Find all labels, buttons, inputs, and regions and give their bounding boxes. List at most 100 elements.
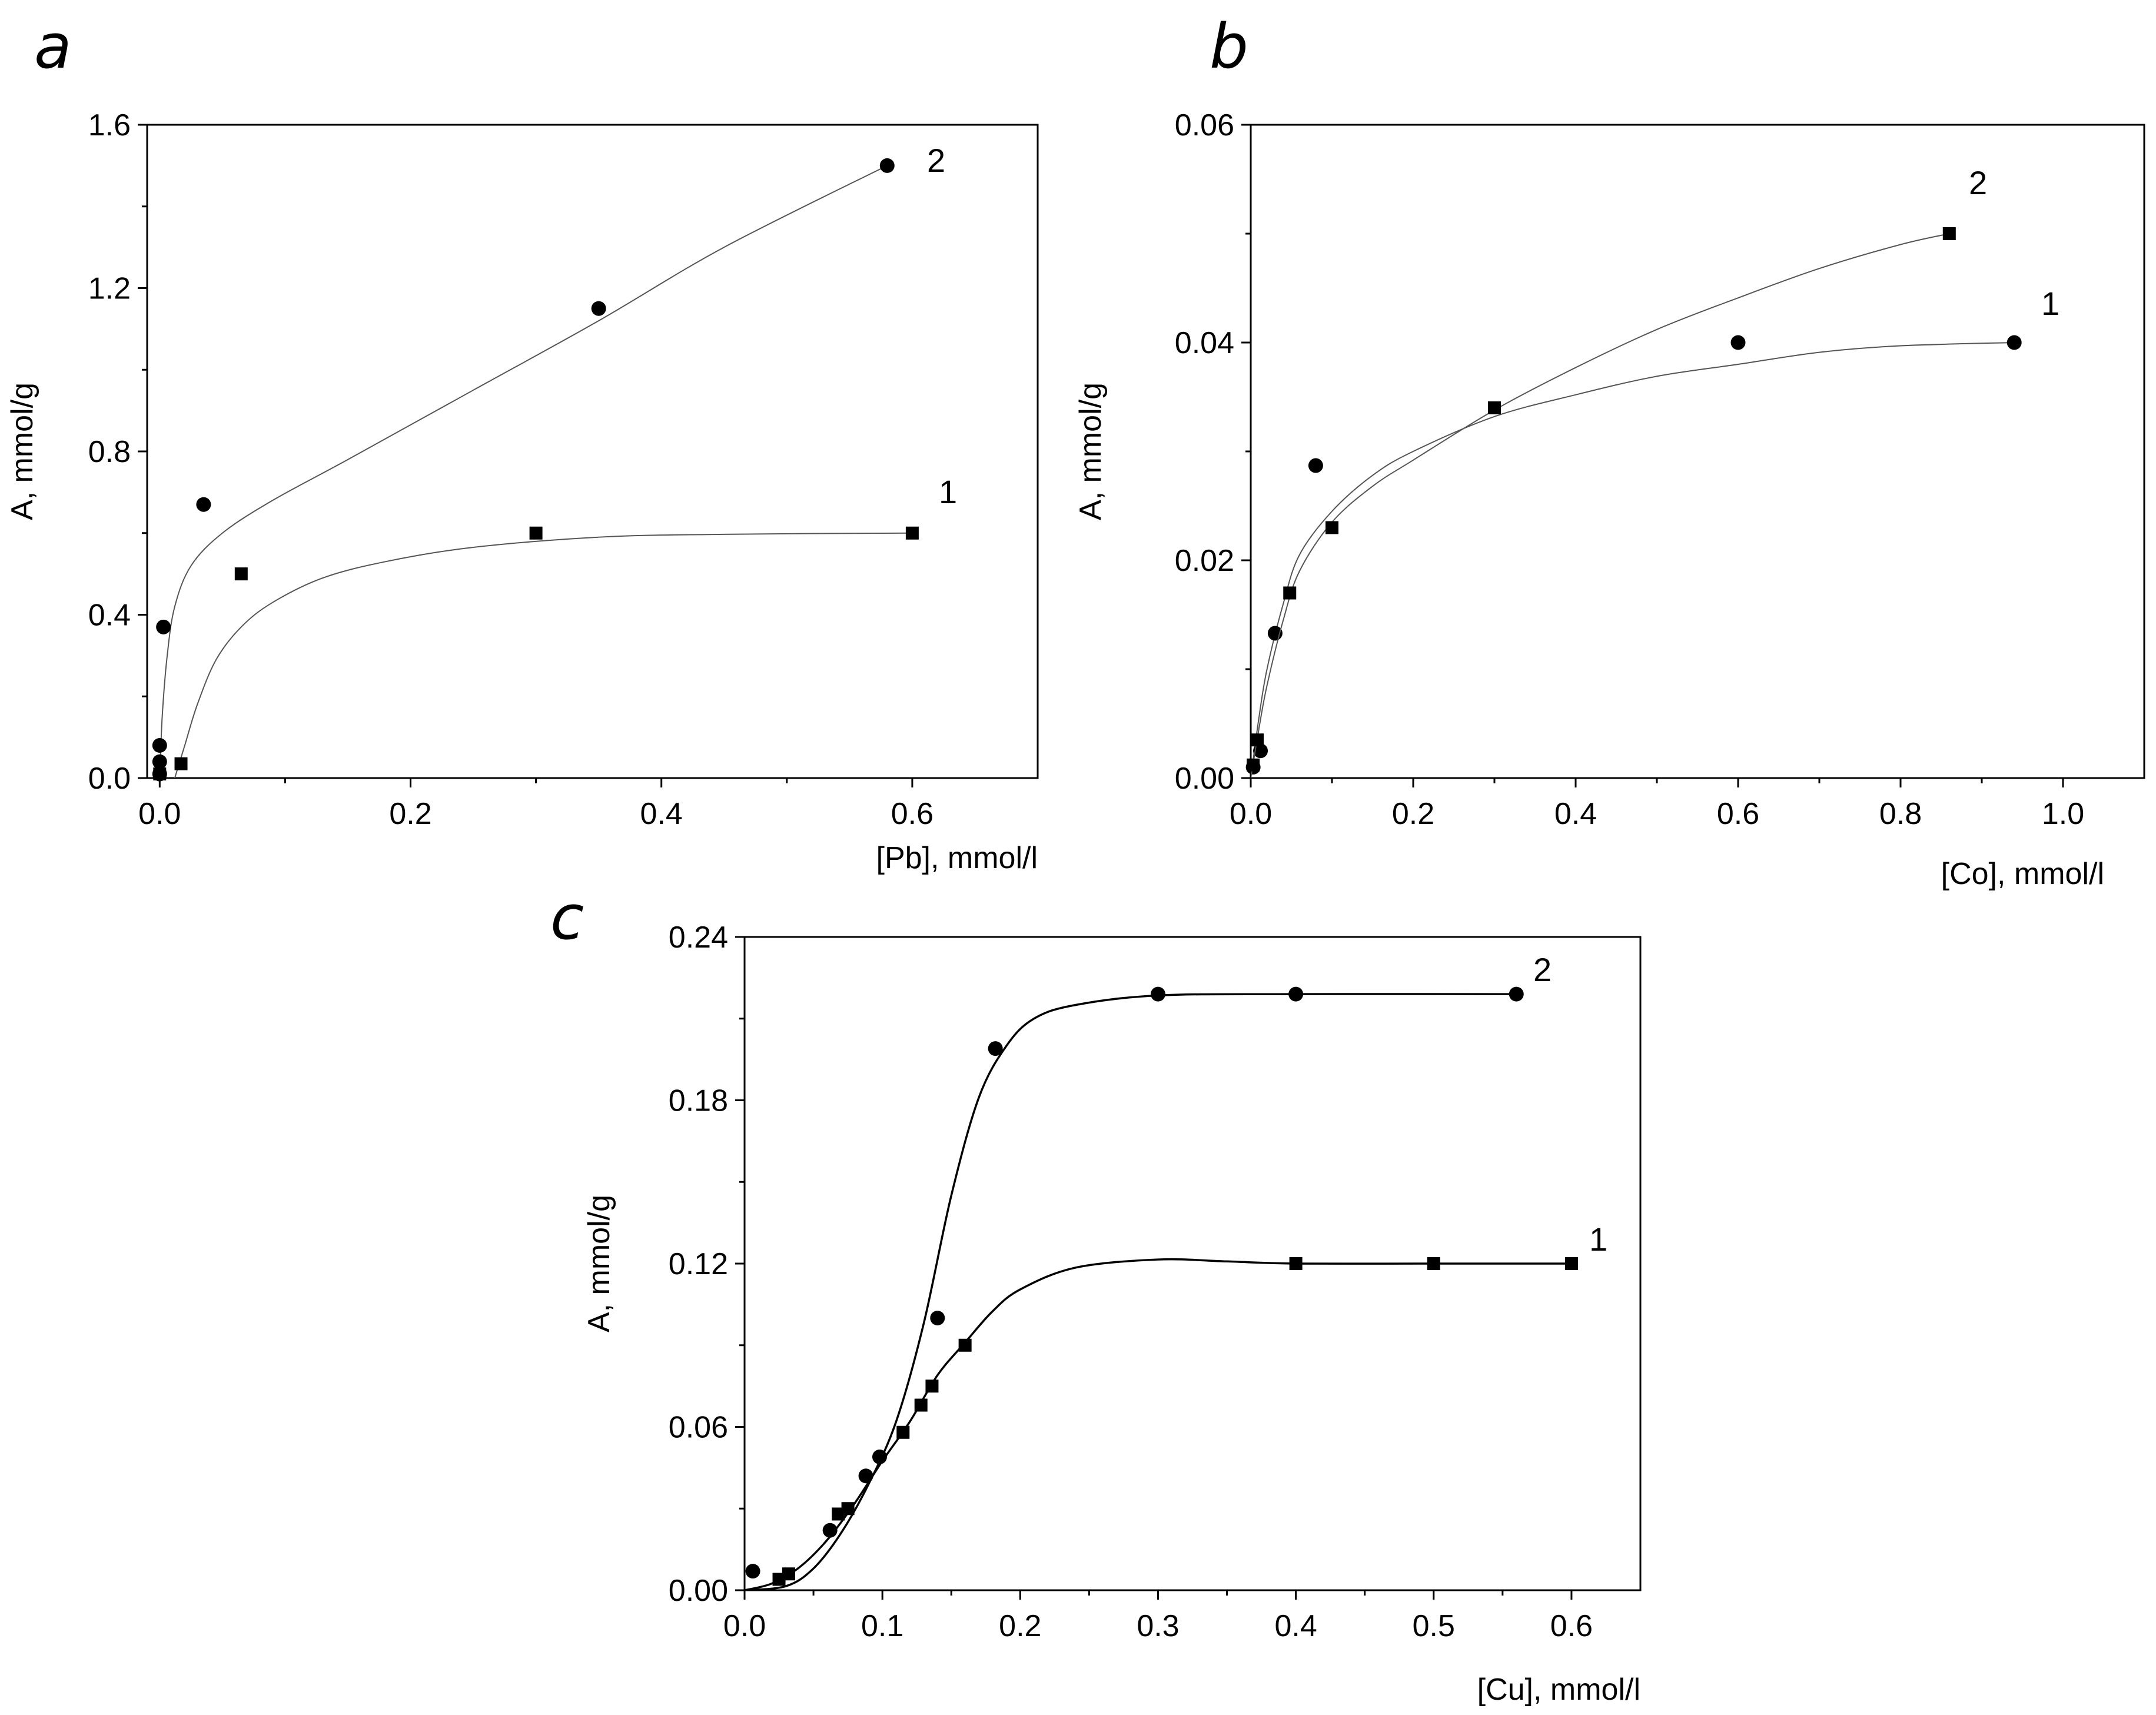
series-1: 1 (745, 1221, 1607, 1590)
panel-a: a 0.0 0.2 0.4 0.6 0.0 0.4 0.8 1.2 1.6 [Pb], mmol/l… (5, 11, 1039, 875)
series-label-1: 1 (2041, 285, 2059, 322)
x-tick-label: 0.8 (1879, 797, 1922, 831)
x-tick-label: 0.2 (1392, 797, 1434, 831)
data-point-series-2 (152, 738, 167, 753)
data-point-series-2 (858, 1468, 873, 1484)
panel-letter-a: a (34, 11, 72, 82)
y-tick-label: 0.02 (1175, 544, 1234, 578)
series-label-1: 1 (939, 473, 957, 510)
data-point-series-2 (1326, 521, 1338, 534)
data-point-series-2 (988, 1041, 1003, 1056)
data-point-series-2 (152, 754, 167, 769)
y-tick-label: 0.8 (88, 435, 131, 469)
data-point-series-2 (1247, 758, 1260, 772)
data-point-series-1 (1267, 626, 1283, 641)
data-point-series-1 (958, 1338, 972, 1352)
plot-frame (1250, 124, 2145, 779)
data-point-series-1 (896, 1425, 910, 1439)
data-point-series-2 (1488, 401, 1501, 414)
data-point-series-1 (925, 1380, 939, 1393)
plot-frame (146, 124, 1039, 779)
y-tick-label: 0.24 (669, 920, 728, 955)
series-2: 2 (152, 142, 945, 782)
fit-curve-series-1 (745, 1258, 1572, 1590)
panel-letter-b: b (1210, 11, 1248, 82)
fit-curve-series-2 (1251, 233, 1950, 778)
data-point-series-2 (1283, 586, 1297, 600)
y-axis-label: A, mmol/g (1074, 383, 1108, 520)
panel-b: b 0.0 0.2 0.4 0.6 0.8 1.0 0.00 0.02 0.04 0.06 [Co],… (1074, 11, 2145, 891)
data-point-series-2 (930, 1311, 945, 1325)
x-tick-label: 0.6 (1550, 1609, 1593, 1643)
fit-curve-series-1 (174, 532, 912, 778)
data-point-series-2 (1288, 986, 1304, 1002)
y-tick-label: 0.12 (669, 1247, 728, 1281)
y-tick-label: 1.2 (88, 272, 131, 306)
x-tick-label: 0.2 (389, 797, 431, 831)
x-tick-label: 0.3 (1137, 1609, 1179, 1643)
fit-curve-series-2 (159, 165, 888, 778)
data-point-series-1 (234, 567, 248, 581)
x-tick-label: 0.4 (1554, 797, 1597, 831)
data-point-series-1 (1308, 458, 1323, 473)
data-point-series-1 (1427, 1257, 1440, 1270)
data-point-series-1 (1253, 743, 1268, 759)
x-tick-label: 1.0 (2042, 797, 2084, 831)
x-axis-label: [Pb], mmol/l (876, 841, 1038, 875)
y-tick-label: 0.06 (669, 1411, 728, 1445)
series-label-1: 1 (1589, 1221, 1607, 1258)
data-point-series-1 (529, 526, 543, 540)
y-tick-label: 0.04 (1175, 326, 1234, 360)
data-point-series-1 (1289, 1257, 1303, 1270)
data-point-series-2 (745, 1564, 760, 1579)
y-axis-label: A, mmol/g (582, 1195, 616, 1332)
x-tick-label: 0.2 (999, 1609, 1041, 1643)
data-point-series-2 (1509, 986, 1524, 1002)
data-point-series-1 (174, 757, 188, 770)
y-tick-label: 0.18 (669, 1084, 728, 1118)
x-tick-label: 0.0 (138, 797, 181, 831)
data-point-series-1 (841, 1502, 855, 1515)
panel-c: c 0.0 0.1 0.2 0.3 0.4 0.5 0.6 0.00 0.06 0.12 0.18 0.… (550, 882, 1642, 1707)
data-point-series-2 (591, 301, 606, 316)
y-tick-label: 1.6 (88, 108, 131, 142)
x-tick-label: 0.4 (1274, 1609, 1317, 1643)
x-tick-label: 0.5 (1413, 1609, 1455, 1643)
x-tick-label: 0.4 (640, 797, 683, 831)
x-tick-label: 0.6 (891, 797, 934, 831)
x-axis-label: [Co], mmol/l (1941, 857, 2104, 891)
x-tick-label: 0.6 (1717, 797, 1759, 831)
data-point-series-1 (1730, 335, 1746, 350)
data-point-series-1 (914, 1398, 928, 1412)
data-point-series-2 (1251, 733, 1264, 747)
x-axis-label: [Cu], mmol/l (1477, 1673, 1640, 1707)
y-tick-label: 0.00 (1175, 762, 1234, 796)
series-2: 2 (745, 951, 1552, 1590)
y-axis-label: A, mmol/g (5, 383, 39, 520)
data-point-series-2 (872, 1449, 887, 1464)
series-label-2: 2 (1969, 164, 1987, 201)
y-tick-label: 0.00 (669, 1574, 728, 1608)
data-point-series-1 (782, 1567, 795, 1581)
data-point-series-2 (822, 1523, 838, 1538)
x-tick-label: 0.0 (1230, 797, 1272, 831)
x-tick-label: 0.1 (861, 1609, 903, 1643)
data-point-series-2 (152, 766, 167, 782)
x-tick-label: 0.0 (723, 1609, 766, 1643)
y-tick-label: 0.06 (1175, 108, 1234, 142)
data-point-series-2 (156, 619, 171, 634)
series-2: 2 (1247, 164, 1987, 778)
data-point-series-1 (905, 526, 919, 540)
y-tick-label: 0.0 (88, 762, 131, 796)
data-point-series-1 (1564, 1257, 1578, 1270)
series-1: 1 (1245, 285, 2059, 778)
data-point-series-2 (1150, 986, 1165, 1002)
series-1: 1 (153, 473, 957, 781)
fit-curve-series-2 (745, 993, 1517, 1590)
series-label-2: 2 (927, 142, 945, 179)
y-tick-label: 0.4 (88, 599, 131, 633)
data-point-series-1 (2006, 335, 2022, 350)
fit-curve-series-1 (1251, 342, 2015, 778)
data-point-series-2 (196, 497, 211, 512)
